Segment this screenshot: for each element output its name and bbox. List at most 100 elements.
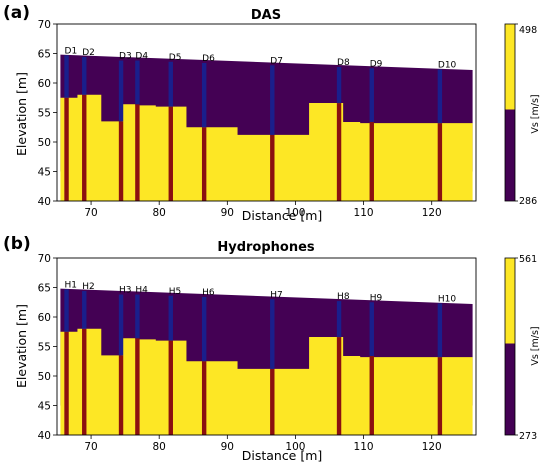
y-tick-label: 65 (38, 49, 51, 61)
borehole-H4-upper (135, 294, 140, 339)
x-axis-label: Distance [m] (242, 448, 323, 463)
borehole-H3-upper (118, 294, 124, 356)
borehole-label-D9: D9 (370, 59, 383, 69)
colorbar-low-segment (505, 109, 515, 201)
x-tick-label: 100 (285, 441, 305, 453)
y-tick-label: 40 (38, 196, 51, 208)
borehole-D7-upper (270, 65, 275, 135)
borehole-label-H5: H5 (169, 287, 182, 297)
borehole-H9-lower (369, 355, 374, 435)
colorbar-frame (504, 23, 516, 202)
x-tick-label: 100 (285, 207, 305, 219)
borehole-D5-upper (168, 61, 173, 107)
borehole-H2-lower (82, 328, 87, 435)
y-tick-label: 70 (38, 253, 51, 265)
borehole-label-H8: H8 (337, 292, 350, 302)
x-tick-label: 70 (84, 207, 97, 219)
borehole-D1-upper (64, 55, 69, 98)
x-tick-label: 90 (221, 207, 234, 219)
y-tick-label: 45 (38, 167, 51, 179)
plot-area: H1 H2 H3 H4 H5 H6 H7 H8 H9 H10 (56, 257, 477, 436)
borehole-label-D6: D6 (202, 54, 215, 64)
borehole-label-H1: H1 (65, 280, 78, 290)
colorbar (504, 23, 518, 202)
x-tick-label: 70 (84, 441, 97, 453)
borehole-label-H9: H9 (370, 293, 383, 303)
borehole-D4-lower (135, 104, 140, 201)
x-tick-label: 120 (422, 441, 442, 453)
y-tick-label: 60 (38, 312, 51, 324)
x-tick-label: 90 (221, 441, 234, 453)
panel-das: (a) DAS D1 D2 D3 D4 D5 D6 D7 D8 D9 D10 70 80 90 100 1… (3, 3, 541, 223)
colorbar-min: 286 (519, 196, 537, 207)
borehole-label-D2: D2 (82, 48, 95, 58)
axis-ticks: 70 80 90 100 110 120 40 45 50 55 60 65 70 (38, 19, 442, 219)
borehole-D10-lower (437, 123, 443, 201)
borehole-D1-lower (64, 97, 69, 201)
borehole-label-D3: D3 (119, 52, 132, 62)
borehole-H8-lower (336, 337, 342, 435)
borehole-label-D1: D1 (65, 46, 78, 56)
chart-title: Hydrophones (217, 240, 315, 255)
borehole-D8-lower (336, 103, 342, 201)
borehole-D6-lower (201, 127, 207, 201)
x-tick-label: 110 (354, 441, 374, 453)
borehole-H7-upper (270, 299, 275, 369)
borehole-label-H10: H10 (438, 294, 456, 304)
panel-label: (b) (3, 234, 31, 254)
colorbar (504, 257, 518, 436)
borehole-label-H3: H3 (119, 286, 131, 296)
y-tick-label: 45 (38, 401, 51, 413)
borehole-D6-upper (201, 62, 207, 128)
borehole-label-D7: D7 (270, 56, 283, 66)
chart-title: DAS (251, 8, 281, 23)
borehole-H5-lower (168, 340, 173, 435)
borehole-H1-lower (64, 331, 69, 435)
borehole-D7-lower (270, 134, 275, 201)
borehole-H7-lower (270, 368, 275, 435)
borehole-H10-upper (437, 303, 443, 358)
borehole-D8-upper (336, 67, 342, 104)
borehole-label-H2: H2 (82, 282, 95, 292)
borehole-H8-upper (336, 301, 342, 338)
y-tick-label: 55 (38, 108, 51, 120)
borehole-label-D5: D5 (169, 53, 182, 63)
borehole-label-H4: H4 (135, 286, 148, 296)
y-tick-label: 50 (38, 137, 51, 149)
high-velocity-layer (60, 328, 473, 435)
colorbar-max: 498 (519, 25, 537, 36)
borehole-H6-upper (201, 296, 207, 362)
borehole-H1-upper (64, 289, 69, 332)
borehole-H2-upper (82, 291, 87, 329)
colorbar-label: Vs [m/s] (530, 326, 541, 365)
y-axis-label: Elevation [m] (14, 72, 29, 156)
borehole-D3-upper (118, 60, 124, 122)
y-axis-label: Elevation [m] (14, 304, 29, 388)
y-tick-label: 65 (38, 283, 51, 295)
borehole-D2-upper (82, 57, 87, 95)
borehole-D4-upper (135, 60, 140, 105)
panel-label: (a) (3, 3, 30, 23)
x-tick-label: 120 (422, 207, 442, 219)
colorbar-high-segment (505, 24, 515, 110)
borehole-D5-lower (168, 106, 173, 201)
colorbar-high-segment (505, 258, 515, 344)
y-tick-label: 60 (38, 78, 51, 90)
borehole-D9-lower (369, 121, 374, 201)
x-axis-label: Distance [m] (242, 208, 323, 223)
borehole-H3-lower (118, 355, 124, 435)
colorbar-max: 561 (519, 254, 537, 265)
borehole-H5-upper (168, 295, 173, 341)
high-velocity-layer (60, 94, 473, 201)
borehole-D10-upper (437, 69, 443, 124)
x-tick-label: 80 (153, 441, 166, 453)
borehole-H10-lower (437, 357, 443, 435)
y-tick-label: 50 (38, 371, 51, 383)
y-tick-label: 40 (38, 430, 51, 442)
panel-hydrophones: (b) Hydrophones H1 H2 H3 H4 H5 H6 H7 H8 H9 H10 70… (3, 234, 541, 463)
plot-area: D1 D2 D3 D4 D5 D6 D7 D8 D9 D10 (56, 23, 477, 202)
borehole-label-D10: D10 (438, 60, 457, 70)
x-tick-label: 110 (354, 207, 374, 219)
colorbar-low-segment (505, 343, 515, 435)
